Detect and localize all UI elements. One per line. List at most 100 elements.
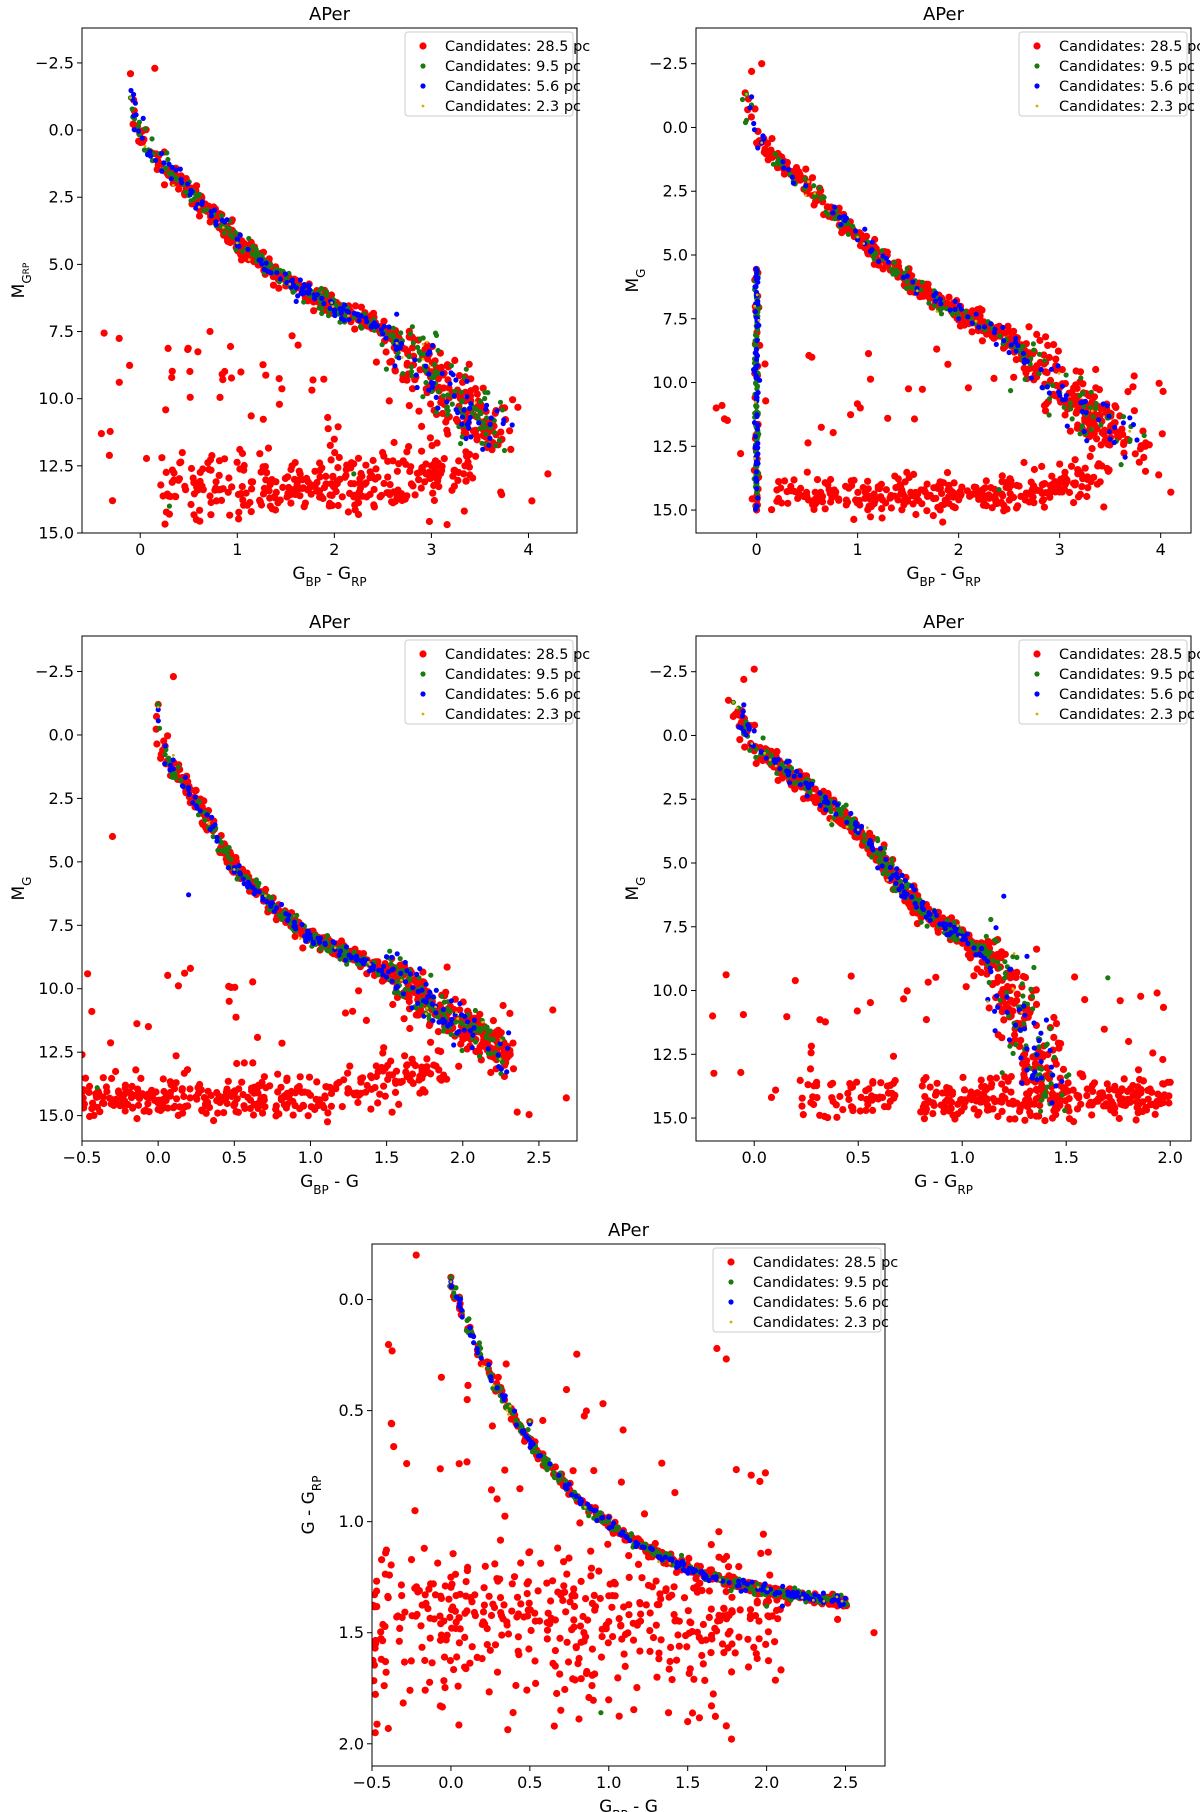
data-point	[426, 474, 434, 482]
data-point	[1062, 396, 1068, 403]
data-point	[313, 487, 321, 495]
data-point	[468, 401, 474, 407]
data-point	[444, 399, 450, 405]
data-point	[1135, 458, 1143, 466]
data-point	[785, 166, 792, 173]
data-point	[1078, 483, 1086, 491]
data-point	[220, 1109, 228, 1117]
y-tick-label: 2.5	[663, 182, 688, 201]
data-point	[212, 497, 220, 505]
data-point	[307, 935, 314, 941]
data-point	[998, 478, 1006, 486]
data-point	[850, 515, 858, 524]
data-point	[755, 422, 761, 428]
data-point	[482, 395, 488, 402]
data-point	[392, 1079, 400, 1087]
data-point	[237, 232, 243, 238]
data-point	[862, 242, 866, 245]
data-point	[421, 1013, 427, 1019]
data-point	[247, 508, 255, 516]
data-point	[430, 1018, 436, 1024]
data-point	[437, 1076, 445, 1084]
data-point	[1139, 427, 1147, 435]
data-point	[147, 149, 153, 155]
legend-marker	[421, 712, 425, 716]
data-point	[773, 497, 781, 505]
data-point	[445, 412, 451, 418]
data-point	[160, 181, 169, 189]
data-point	[415, 407, 423, 415]
data-point	[234, 1108, 242, 1116]
data-point	[1017, 492, 1025, 500]
data-point	[467, 387, 475, 395]
data-point	[1063, 392, 1069, 399]
data-point	[1064, 423, 1070, 429]
data-point	[1054, 483, 1062, 491]
data-point	[1065, 1107, 1073, 1115]
data-point	[354, 454, 363, 462]
y-tick-label: 10.0	[38, 979, 74, 998]
data-point	[443, 521, 451, 529]
data-point	[178, 449, 186, 457]
data-point	[392, 363, 398, 369]
data-point	[877, 480, 886, 488]
data-point	[393, 346, 399, 352]
data-point	[246, 1096, 255, 1104]
data-point	[195, 812, 202, 818]
data-point	[368, 963, 372, 966]
data-point	[1025, 323, 1033, 331]
data-point	[952, 298, 958, 304]
data-point	[179, 180, 185, 186]
data-point	[1050, 1107, 1058, 1115]
data-point	[459, 1047, 465, 1054]
data-point	[890, 271, 896, 277]
data-point	[185, 181, 191, 187]
data-point	[1059, 1083, 1067, 1091]
data-point	[106, 427, 114, 436]
data-point	[266, 502, 274, 510]
data-point	[1017, 1036, 1025, 1044]
data-point	[992, 1097, 1000, 1105]
data-point	[923, 480, 931, 488]
data-point	[133, 112, 139, 118]
data-point	[311, 1105, 319, 1114]
data-point	[238, 483, 246, 491]
data-point	[937, 296, 943, 302]
data-point	[240, 461, 248, 470]
data-point	[923, 507, 931, 515]
data-point	[823, 203, 832, 211]
data-point	[455, 1062, 463, 1070]
data-point	[406, 354, 412, 360]
data-point	[162, 468, 170, 476]
series-2-points	[739, 91, 1147, 512]
data-point	[754, 270, 760, 276]
data-point	[386, 491, 394, 499]
data-point	[980, 494, 988, 502]
data-point	[262, 266, 268, 273]
data-point	[952, 306, 958, 312]
data-point	[1021, 973, 1030, 982]
data-point	[775, 159, 781, 165]
data-point	[286, 912, 292, 918]
x-tick-label: 0	[752, 540, 762, 559]
data-point	[427, 989, 433, 995]
data-point	[212, 822, 218, 828]
chart-title: APer	[309, 612, 351, 633]
data-point	[346, 952, 352, 958]
data-point	[1070, 1118, 1078, 1126]
data-point	[355, 312, 361, 318]
data-point	[1081, 404, 1087, 410]
data-point	[223, 1099, 231, 1108]
data-point	[426, 1012, 432, 1018]
data-point	[484, 1024, 490, 1030]
data-point	[216, 393, 224, 401]
data-point	[1041, 407, 1050, 415]
data-point	[998, 1107, 1006, 1115]
data-point	[1010, 373, 1018, 381]
data-point	[108, 1074, 116, 1083]
legend-marker	[1034, 83, 1040, 89]
data-point	[484, 1035, 490, 1041]
data-point	[386, 358, 394, 366]
x-axis-label: GBP - GRP	[292, 564, 366, 589]
data-point	[88, 1105, 96, 1113]
